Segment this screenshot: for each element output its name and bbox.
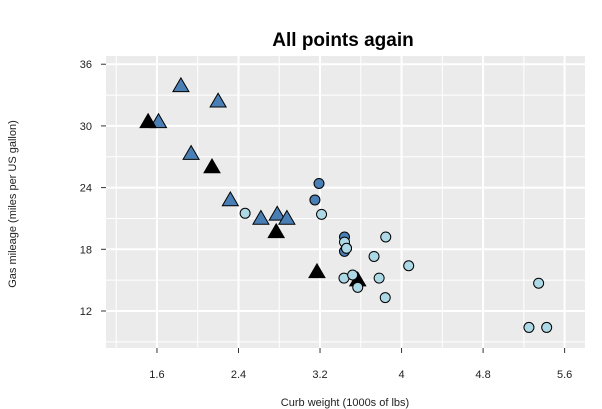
x-tick-label: 3.2 (312, 369, 327, 381)
y-tick-label: 24 (80, 183, 92, 195)
data-point-triangle (268, 205, 287, 221)
data-point-circle (239, 207, 251, 219)
data-point-circle (309, 194, 321, 206)
data-point-circle (341, 242, 353, 254)
data-point-circle (368, 250, 380, 262)
data-point-circle (380, 231, 392, 243)
data-point-triangle (203, 158, 221, 174)
plot-panel (106, 56, 585, 348)
y-tick-label: 18 (80, 244, 92, 256)
data-point-circle (316, 208, 328, 220)
data-point-triangle (252, 209, 270, 225)
x-tick-label: 5.6 (557, 369, 572, 381)
data-point-triangle (182, 144, 200, 160)
data-point-circle (541, 321, 553, 333)
data-point-triangle (209, 92, 227, 108)
data-point-triangle (221, 190, 240, 207)
x-tick-label: 2.4 (231, 369, 246, 381)
x-axis: 1.6 2.4 3.2 4 4.8 5.6 (149, 348, 572, 381)
data-point-triangle (267, 222, 286, 239)
data-point-circle (523, 321, 535, 333)
data-point-circle (379, 292, 391, 304)
data-point-circle (352, 281, 364, 293)
data-point-circle (347, 269, 359, 281)
x-tick-label: 1.6 (149, 369, 164, 381)
chart-title: All points again (272, 30, 413, 51)
data-point-circle (403, 260, 415, 272)
x-tick-label: 4 (398, 369, 404, 381)
y-tick-label: 30 (80, 121, 92, 133)
y-tick-label: 12 (80, 306, 92, 318)
data-point-triangle (172, 76, 190, 93)
data-points (139, 76, 553, 333)
data-point-triangle (278, 209, 296, 225)
data-point-circle (533, 277, 545, 289)
y-axis: 12 18 24 30 36 (80, 59, 106, 318)
y-tick-label: 36 (80, 59, 92, 71)
data-point-triangle (308, 262, 326, 279)
data-point-triangle (139, 112, 157, 129)
data-point-circle (373, 272, 385, 284)
x-axis-title: Curb weight (1000s of lbs) (281, 397, 409, 409)
x-tick-label: 4.8 (475, 369, 490, 381)
y-axis-title: Gas mileage (miles per US gallon) (7, 120, 19, 288)
data-point-circle (313, 177, 325, 189)
